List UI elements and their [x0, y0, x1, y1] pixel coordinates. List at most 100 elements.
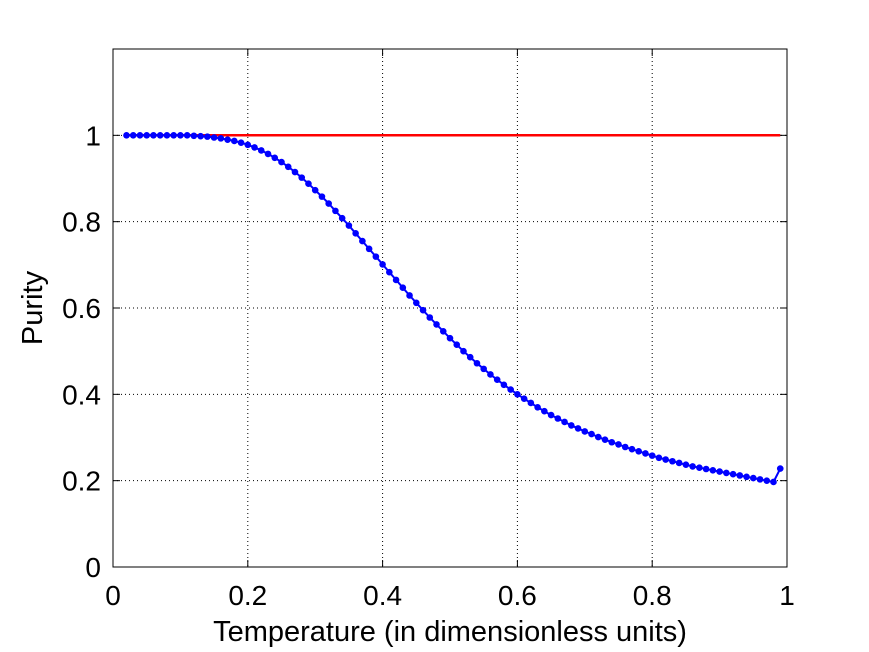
series-1-point [460, 347, 467, 355]
series-1-point [278, 158, 285, 166]
series-1-point [561, 418, 568, 426]
series-1-point [251, 144, 258, 151]
y-tick-label: 0.8 [62, 207, 101, 238]
series-1-point [143, 132, 150, 139]
series-1-point [426, 314, 434, 321]
series-1-point [601, 436, 609, 443]
series-1-point [541, 407, 548, 415]
series-1-point [776, 465, 784, 472]
series-1-point [514, 391, 521, 398]
series-1-point [150, 132, 157, 139]
series-1-point [311, 186, 319, 194]
x-tick-label: 0.8 [633, 580, 672, 611]
series-1-point [210, 134, 218, 141]
series-1-point [581, 428, 589, 435]
series-1-point [635, 448, 643, 455]
series-1-point [345, 222, 353, 229]
x-axis-label: Temperature (in dimensionless units) [213, 616, 687, 648]
series-1-point [264, 150, 272, 158]
series-1-point [642, 450, 649, 457]
series-1-point [224, 136, 231, 143]
series-1-point [669, 457, 676, 465]
series-1-point [332, 207, 339, 215]
series-1-point [648, 452, 656, 459]
series-1-point [177, 132, 184, 139]
series-1-point [628, 445, 636, 453]
series-1-point [608, 438, 616, 446]
series-1-point [257, 147, 265, 154]
series-1-point [655, 454, 663, 462]
x-tick-label: 0 [105, 580, 121, 611]
series-1-point [493, 376, 501, 383]
series-1-point [439, 328, 447, 335]
series-1-point [453, 341, 461, 348]
series-1-point [615, 441, 622, 448]
series-1-point [305, 180, 312, 187]
x-tick-label: 0.6 [498, 580, 537, 611]
y-tick-label: 0.2 [62, 466, 101, 497]
series-1-point [217, 135, 225, 142]
series-1-point [473, 359, 481, 367]
series-1-point [190, 132, 198, 140]
series-1-point [756, 476, 764, 483]
y-axis-label: Purity [17, 270, 49, 345]
y-tick-label: 0 [85, 552, 101, 583]
series-1-point [682, 461, 690, 468]
y-tick-label: 0.6 [62, 293, 101, 324]
series-1-point [197, 132, 204, 140]
series-1-point [271, 154, 279, 162]
ticks: 0 0.2 0.4 0.6 0.8 1 0 0.2 0.4 0.6 0.8 1 [62, 49, 795, 611]
x-tick-label: 1 [779, 580, 795, 611]
series-1-point [163, 132, 171, 139]
series-1-point [204, 133, 211, 140]
series-1-point [507, 386, 514, 393]
series-1-point [736, 472, 744, 479]
series-1-point [594, 433, 602, 441]
series-1-point [291, 168, 299, 176]
series-1-point [547, 411, 555, 419]
series-1-point [352, 230, 359, 237]
series-1-point [750, 474, 757, 482]
series-1-point [392, 276, 400, 284]
series-1-point [534, 403, 541, 411]
series-1-point [379, 261, 386, 268]
series-1-point [123, 132, 130, 139]
series-1-point [675, 459, 683, 467]
series-1-point [500, 381, 508, 389]
series-1-point [183, 132, 191, 139]
series-1-point [729, 470, 737, 478]
series-1-point [568, 422, 575, 429]
series-1-point [466, 353, 474, 361]
series-1-point [406, 292, 413, 299]
series-1-point [365, 245, 373, 253]
series-1-point [156, 132, 164, 139]
series-1-point [136, 132, 144, 139]
series-1-point [399, 284, 407, 292]
series-1-point [318, 193, 326, 200]
series-1-point [419, 306, 427, 314]
x-tick-label: 0.4 [363, 580, 402, 611]
series-1-point [763, 477, 771, 484]
series-1-point [446, 334, 454, 342]
series-1-point [338, 214, 346, 222]
series-1-point [433, 321, 440, 328]
series-1-point [359, 237, 366, 245]
series-1-point [662, 456, 669, 463]
series-1-point [231, 137, 238, 145]
series-1-point [284, 163, 292, 171]
series-1-point [689, 463, 696, 470]
series-1-point [237, 139, 245, 146]
series-1-point [716, 468, 723, 475]
series-1-point [129, 132, 137, 139]
series-1-point [588, 430, 595, 438]
series-1-point [574, 425, 582, 432]
series-1-point [696, 464, 703, 472]
y-tick-label: 1 [85, 120, 101, 151]
series-layer [123, 132, 784, 486]
series-1-point [702, 465, 710, 473]
series-1-point [621, 443, 629, 451]
series-1-point [554, 415, 562, 422]
y-tick-label: 0.4 [62, 379, 101, 410]
x-tick-label: 0.2 [228, 580, 267, 611]
